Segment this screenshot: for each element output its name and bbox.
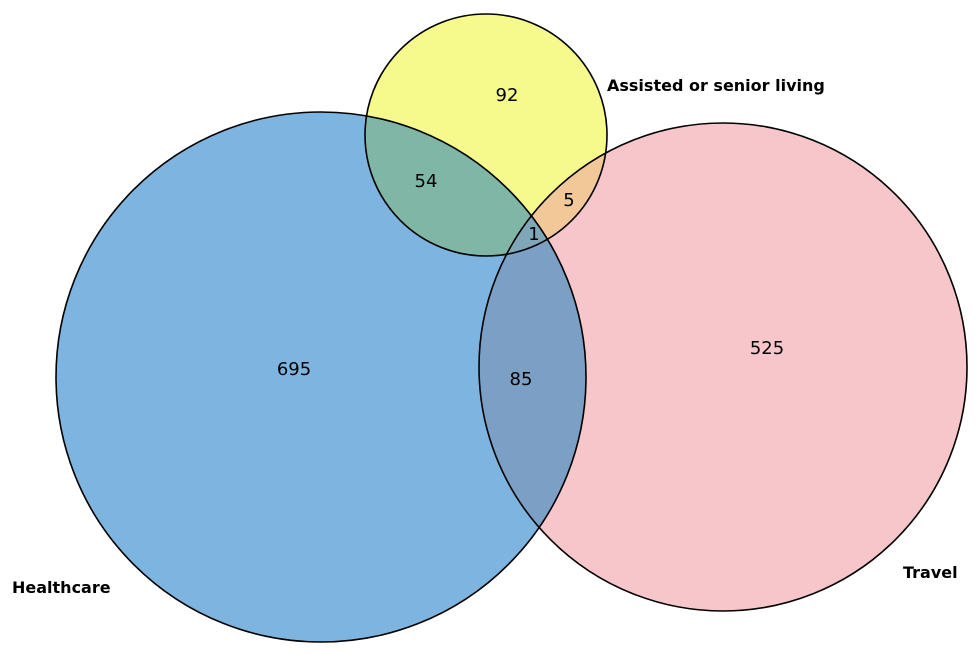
travel-set-label: Travel	[903, 563, 958, 582]
travel-outline	[478, 122, 968, 612]
assisted-only-count: 92	[496, 85, 519, 106]
all-three-count: 1	[528, 224, 539, 245]
healthcare-outline	[55, 111, 587, 643]
travel-only-count: 525	[750, 338, 784, 359]
healthcare-assisted-count: 54	[415, 171, 438, 192]
assisted-travel-count: 5	[563, 190, 574, 211]
healthcare-only-count: 695	[277, 359, 311, 380]
healthcare-set-label: Healthcare	[12, 578, 111, 597]
assisted-outline	[364, 13, 608, 257]
travel-circle	[479, 123, 967, 611]
assisted-set-label: Assisted or senior living	[607, 76, 825, 95]
circle-outlines	[55, 13, 968, 643]
healthcare-travel-count: 85	[510, 369, 533, 390]
